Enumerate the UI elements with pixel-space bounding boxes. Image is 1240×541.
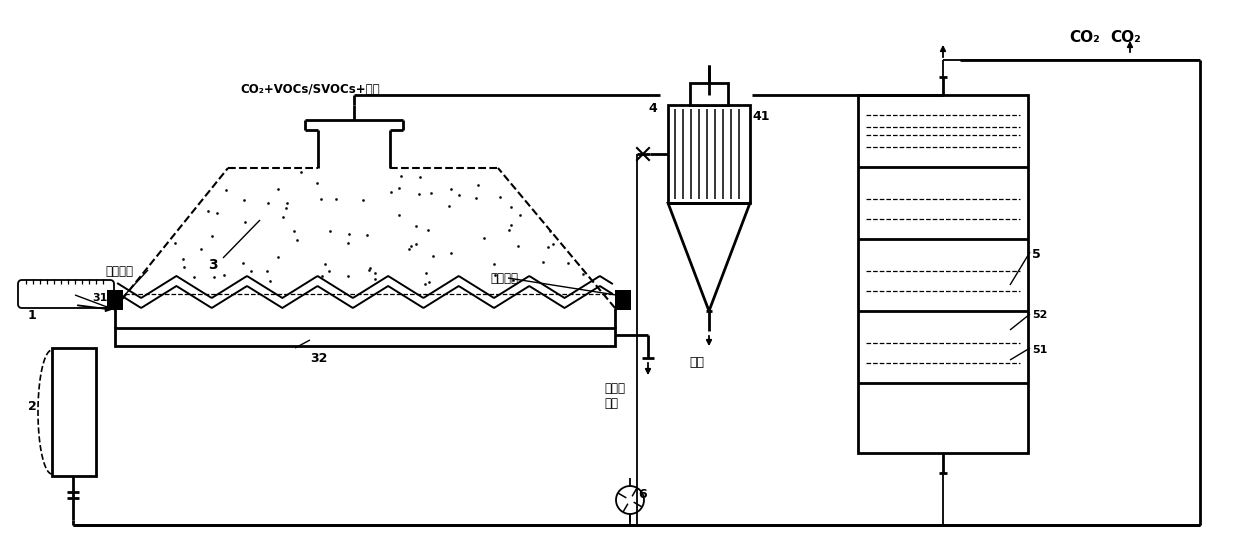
Text: 41: 41 [751,110,770,123]
Text: 污染土壤: 污染土壤 [105,265,133,278]
Text: 3: 3 [208,258,218,272]
Text: 6: 6 [639,488,646,501]
Bar [615,290,631,310]
Bar [115,328,615,346]
Bar [107,290,123,310]
Text: CO₂: CO₂ [1110,30,1141,45]
Bar [689,83,728,105]
Text: 2: 2 [29,400,37,413]
Text: 净化后
土壤: 净化后 土壤 [604,382,625,410]
Bar [858,95,1028,453]
Text: 32: 32 [310,352,327,365]
Bar [668,105,750,203]
Text: 5: 5 [1032,248,1040,261]
Text: 51: 51 [1032,345,1048,355]
Text: 粉尘: 粉尘 [689,356,704,369]
Text: 1: 1 [29,309,37,322]
Text: CO₂+VOCs/SVOCs+粉尘: CO₂+VOCs/SVOCs+粉尘 [241,83,379,96]
Text: 污染土壤: 污染土壤 [490,272,518,285]
Text: 4: 4 [649,102,657,115]
Text: 52: 52 [1032,310,1048,320]
FancyBboxPatch shape [19,280,114,308]
Bar [52,348,95,476]
Text: CO₂: CO₂ [1070,30,1100,45]
Text: 31: 31 [92,293,108,303]
